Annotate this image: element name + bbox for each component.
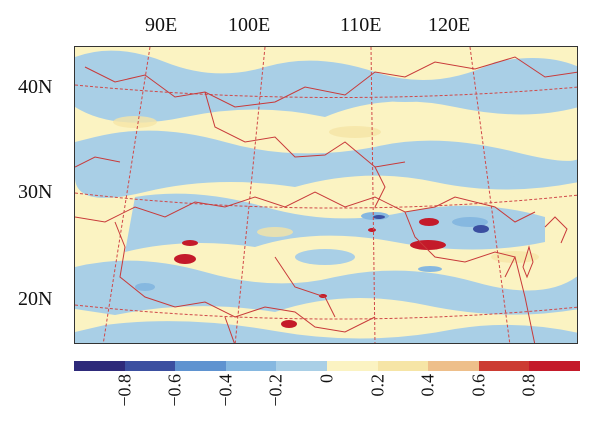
- lat-label-30n: 30N: [18, 181, 53, 203]
- colorbar-segment: [225, 361, 277, 371]
- colorbar-segment: [74, 361, 125, 371]
- colorbar-segment: [276, 361, 327, 371]
- colorbar-segment: [428, 361, 479, 371]
- colorbar-segment: [478, 361, 530, 371]
- colorbar-segment: [529, 361, 580, 371]
- colorbar-segment: [326, 361, 378, 371]
- graticule-lines: [75, 47, 577, 343]
- colorbar-tick-label: 0.8: [518, 374, 539, 397]
- colorbar-tick-label: −0.6: [164, 374, 185, 407]
- colorbar-tick-label: 0.6: [468, 374, 489, 397]
- lon-label-120e: 120E: [428, 14, 471, 36]
- colorbar-segment: [377, 361, 429, 371]
- anomaly-field: [75, 47, 577, 343]
- country-boundaries: [75, 56, 577, 343]
- colorbar-segment: [124, 361, 176, 371]
- lon-label-110e: 110E: [340, 14, 382, 36]
- lat-label-20n: 20N: [18, 288, 53, 310]
- red-patches: [174, 218, 446, 328]
- lon-label-100e: 100E: [228, 14, 271, 36]
- colorbar-tick-label: −0.4: [215, 374, 236, 407]
- lon-label-90e: 90E: [145, 14, 178, 36]
- colorbar-segment: [175, 361, 226, 371]
- dark-blue-patches: [373, 215, 489, 233]
- lat-label-40n: 40N: [18, 76, 53, 98]
- colorbar: [74, 361, 580, 371]
- colorbar-tick-label: −0.8: [114, 374, 135, 407]
- colorbar-tick-label: 0: [316, 374, 337, 383]
- colorbar-tick-label: 0.2: [367, 374, 388, 397]
- colorbar-tick-label: −0.2: [265, 374, 286, 407]
- map-panel: [74, 46, 578, 344]
- colorbar-tick-label: 0.4: [417, 374, 438, 397]
